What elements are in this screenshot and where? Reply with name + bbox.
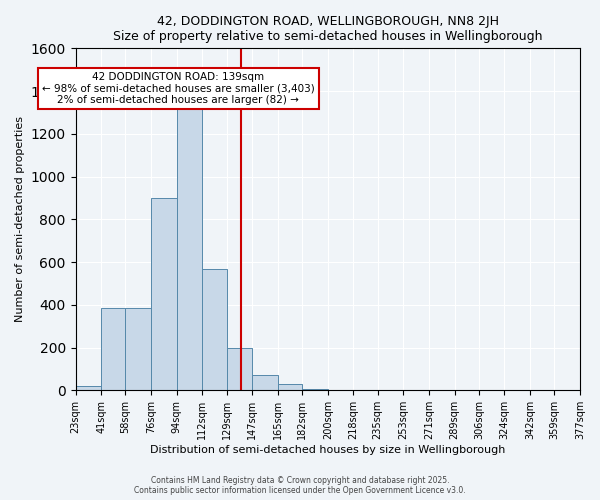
Bar [76, 386, 101, 390]
Bar [151, 198, 177, 390]
Bar [252, 376, 278, 390]
Title: 42, DODDINGTON ROAD, WELLINGBOROUGH, NN8 2JH
Size of property relative to semi-d: 42, DODDINGTON ROAD, WELLINGBOROUGH, NN8… [113, 15, 542, 43]
Bar [278, 384, 302, 390]
X-axis label: Distribution of semi-detached houses by size in Wellingborough: Distribution of semi-detached houses by … [150, 445, 505, 455]
Bar [101, 308, 125, 390]
Bar [125, 308, 151, 390]
Bar [177, 108, 202, 391]
Bar [202, 268, 227, 390]
Y-axis label: Number of semi-detached properties: Number of semi-detached properties [15, 116, 25, 322]
Text: Contains HM Land Registry data © Crown copyright and database right 2025.
Contai: Contains HM Land Registry data © Crown c… [134, 476, 466, 495]
Text: 42 DODDINGTON ROAD: 139sqm
← 98% of semi-detached houses are smaller (3,403)
2% : 42 DODDINGTON ROAD: 139sqm ← 98% of semi… [42, 72, 314, 105]
Bar [227, 348, 252, 391]
